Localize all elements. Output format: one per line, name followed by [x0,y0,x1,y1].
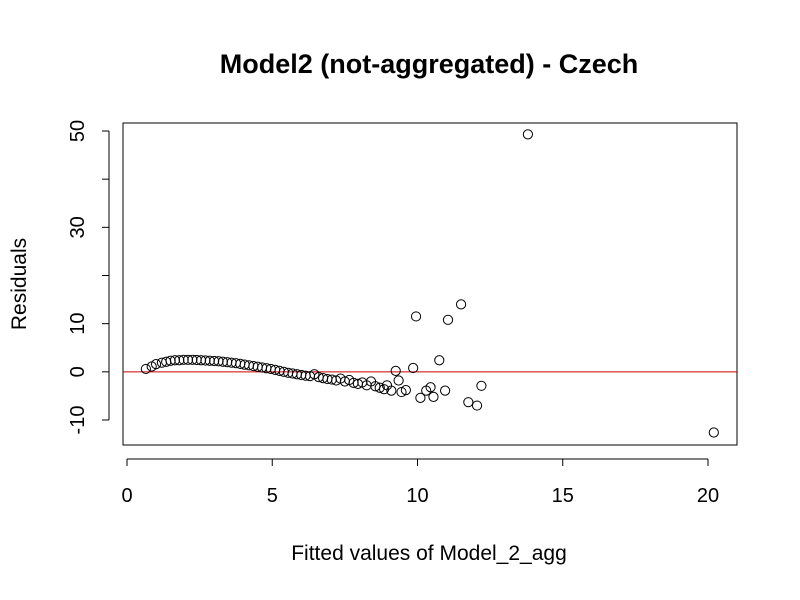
data-point [140,363,151,375]
data-point [439,385,451,396]
x-tick-label: 0 [121,485,132,507]
data-point [522,129,533,140]
y-axis-label: Residuals [8,238,31,330]
data-point [150,359,162,370]
x-tick-label: 10 [406,485,428,507]
x-tick-label: 5 [267,485,278,507]
data-point [390,365,401,376]
plot-area-frame [122,122,738,446]
y-tick-label: 50 [67,120,89,142]
data-point [425,382,436,393]
x-tick-label: 20 [697,485,719,507]
data-point [471,400,483,411]
data-point [408,362,419,374]
y-tick-label: 10 [67,313,89,335]
y-tick-label: 30 [67,216,89,238]
data-point [708,427,719,438]
data-point [396,386,407,398]
data-point [410,311,422,322]
data-point [442,314,454,325]
data-point [386,385,397,396]
data-point [415,392,426,403]
y-tick-label: -10 [67,406,89,435]
x-axis-label: Fitted values of Model_2_agg [291,542,567,565]
data-point [434,355,445,366]
data-point [400,385,411,396]
data-point [463,397,474,408]
data-point [374,382,385,393]
data-point [476,380,487,391]
data-point [455,299,467,310]
y-tick-label: 0 [67,366,89,377]
data-point [428,391,439,402]
x-axis: 0 5 10 15 20 [121,458,719,507]
data-point [378,384,390,395]
chart-title: Model2 (not-aggregated) - Czech [220,49,639,79]
y-axis: -10 0 10 30 50 [67,120,110,435]
data-point [393,375,404,386]
x-tick-label: 15 [552,485,574,507]
residual-points [140,129,719,438]
